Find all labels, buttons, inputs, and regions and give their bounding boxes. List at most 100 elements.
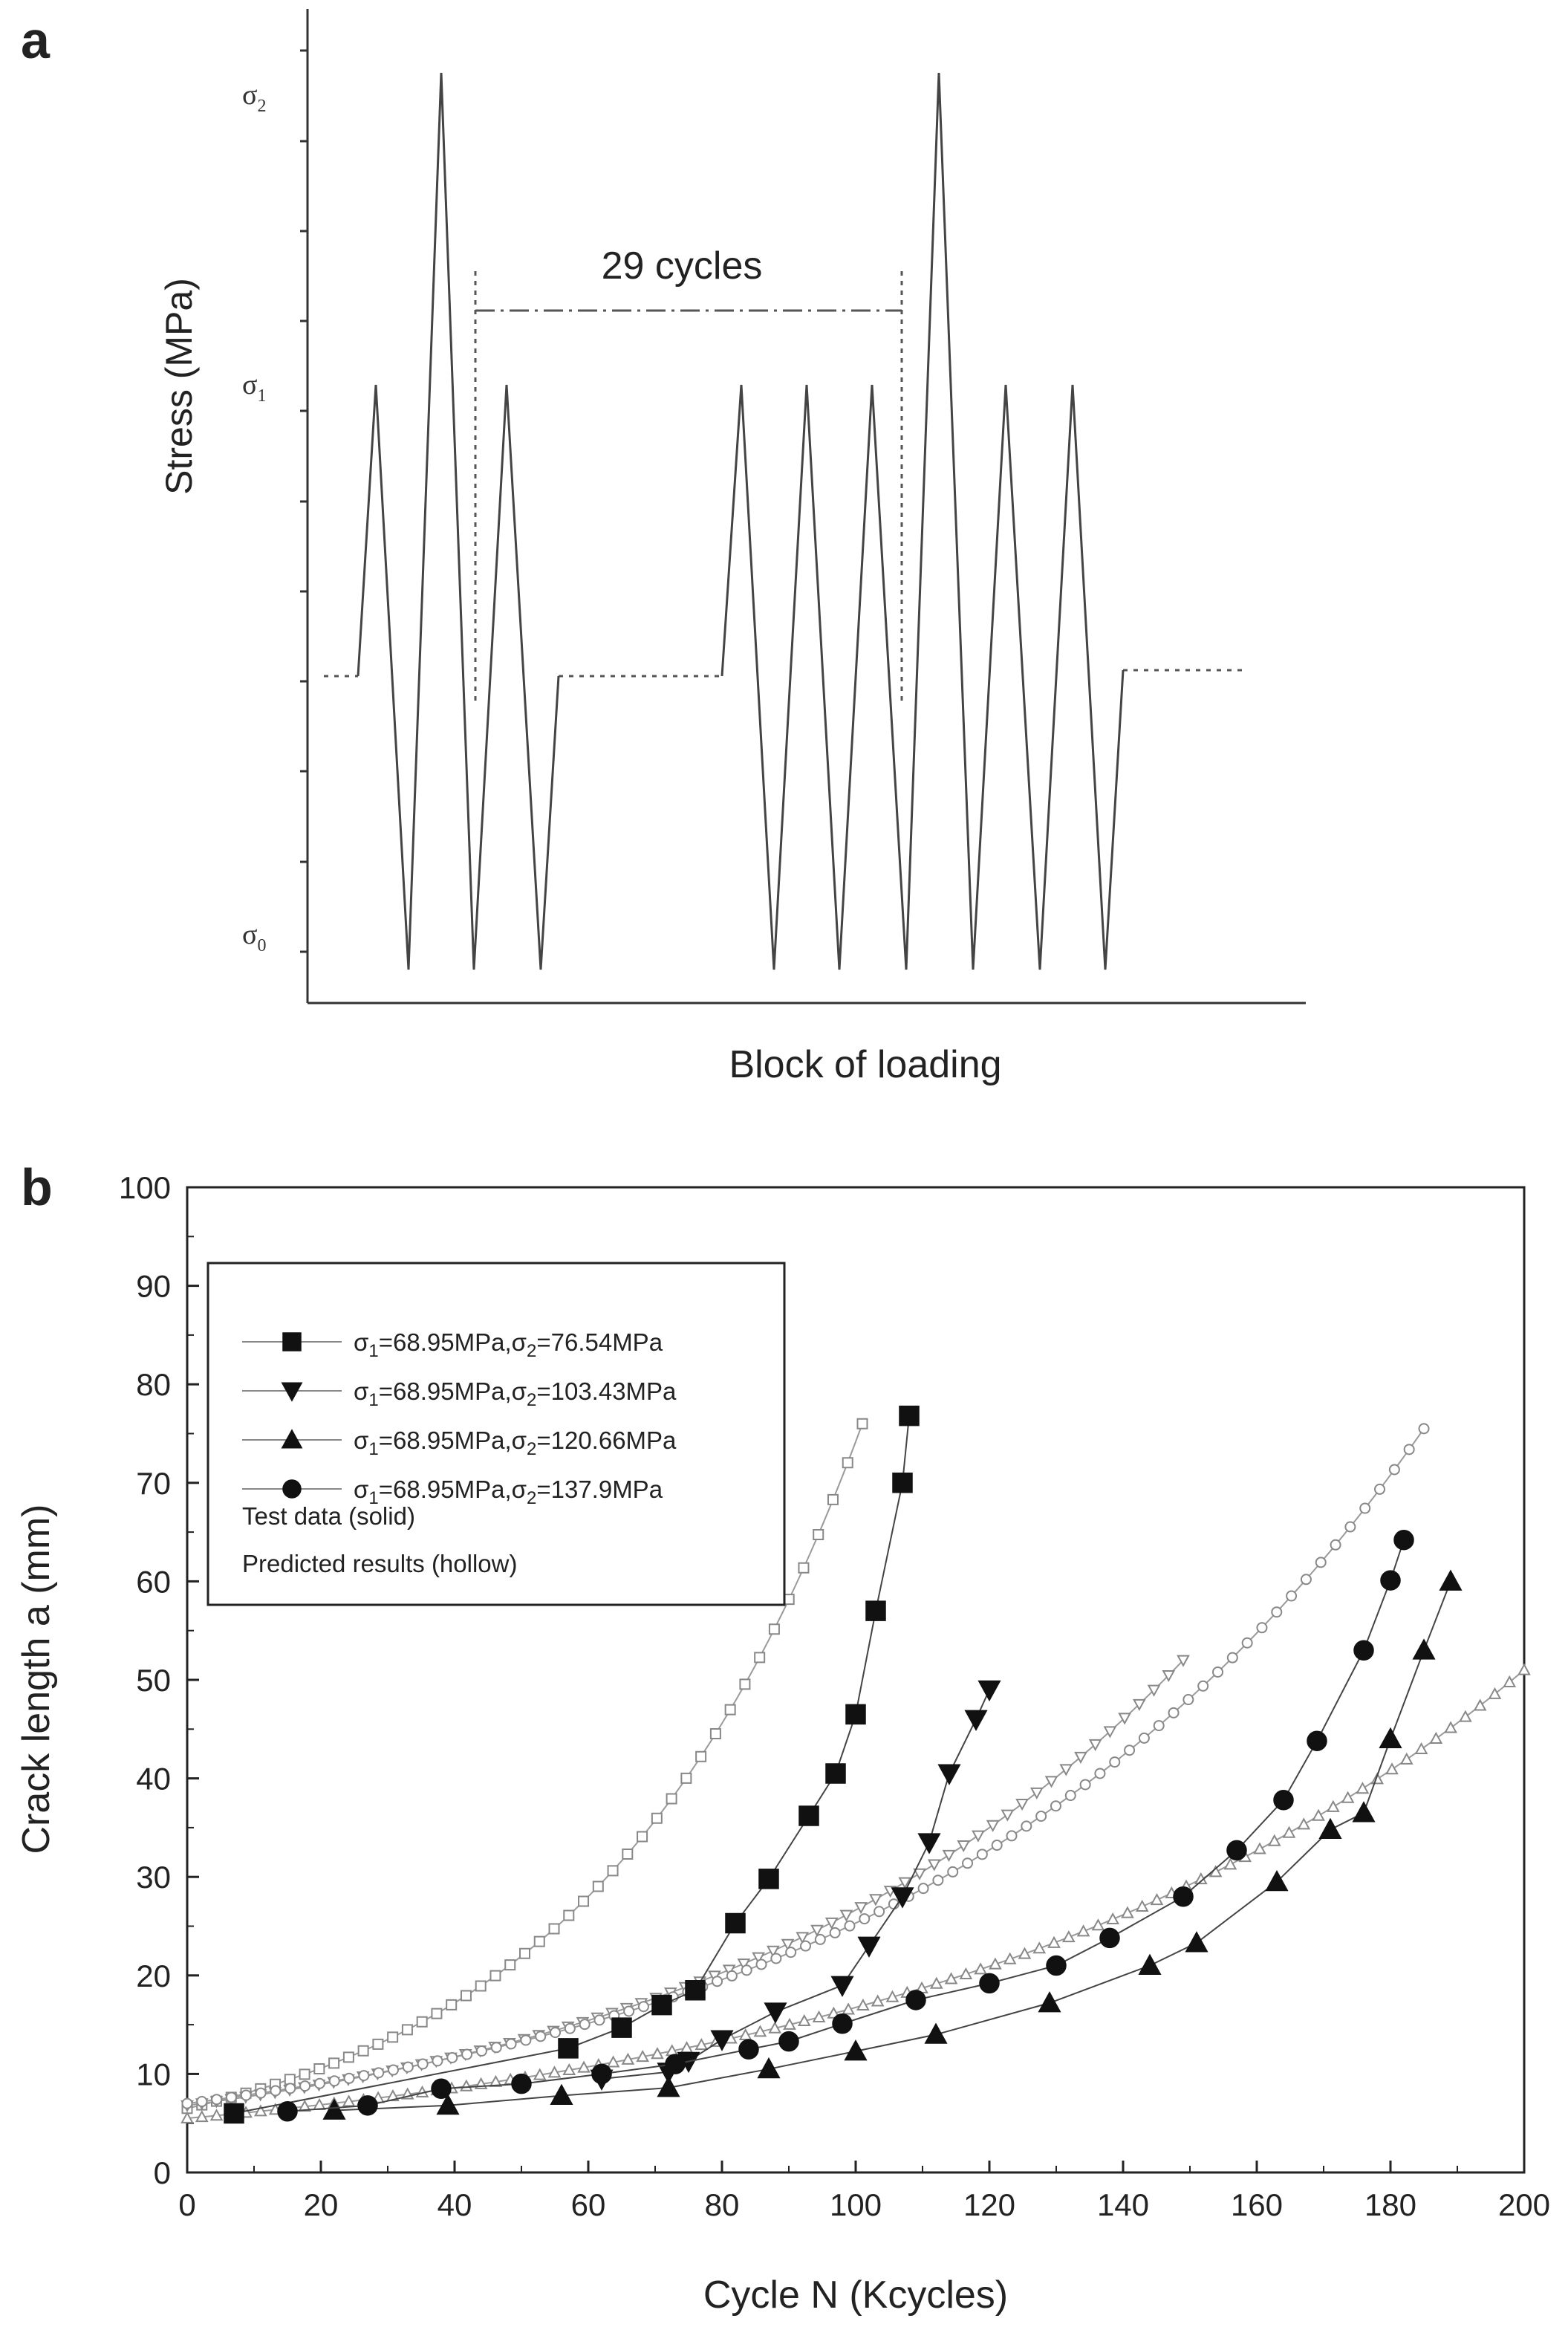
test-point-series-4 [1099, 1927, 1120, 1949]
test-point-series-4 [1273, 1790, 1294, 1811]
predicted-point-series-3 [1253, 1842, 1266, 1854]
test-point-series-4 [1307, 1730, 1327, 1751]
predicted-point-series-4 [181, 2097, 193, 2109]
predicted-point-series-4 [505, 2038, 517, 2050]
y-tick-label-100: 100 [119, 1170, 171, 1205]
predicted-point-series-3 [694, 2038, 709, 2051]
predicted-point-series-4 [550, 2027, 562, 2039]
x-tick-label-80: 80 [705, 2187, 740, 2222]
predicted-point-series-3 [386, 2089, 400, 2102]
test-point-series-3 [550, 2083, 573, 2106]
legend-label-series-2: σ1=68.95MPa,σ2=103.43MPa [354, 1377, 677, 1410]
predicted-point-series-4 [520, 2034, 532, 2046]
y-tick-label-30: 30 [136, 1860, 171, 1895]
predicted-point-series-4 [1006, 1830, 1018, 1842]
predicted-point-series-3 [959, 1967, 973, 1980]
test-point-series-4 [905, 1990, 926, 2010]
predicted-point-series-4 [947, 1866, 959, 1877]
predicted-point-series-3 [1341, 1791, 1355, 1803]
predicted-point-series-4 [741, 1964, 752, 1976]
test-point-series-1 [892, 1473, 913, 1493]
test-point-series-4 [591, 2063, 612, 2085]
predicted-point-series-1 [504, 1959, 516, 1971]
predicted-point-series-3 [1444, 1721, 1457, 1733]
predicted-point-series-2 [824, 1917, 839, 1930]
predicted-point-series-2 [1044, 1776, 1058, 1788]
predicted-point-series-4 [255, 2087, 267, 2099]
y-tick-label-80: 80 [136, 1367, 171, 1402]
predicted-point-series-4 [785, 1947, 797, 1958]
predicted-point-series-2 [942, 1849, 956, 1862]
predicted-point-series-4 [637, 2001, 649, 2013]
test-point-series-2 [937, 1764, 961, 1785]
y-tick-label-60: 60 [136, 1564, 171, 1599]
predicted-point-series-3 [812, 2010, 826, 2022]
predicted-point-series-2 [913, 1868, 926, 1880]
predicted-point-series-1 [768, 1623, 780, 1635]
predicted-point-series-4 [240, 2089, 252, 2101]
predicted-point-series-1 [724, 1704, 736, 1716]
panel-a-load-waveform-block-2 [720, 72, 1125, 970]
test-point-series-2 [977, 1680, 1001, 1702]
predicted-point-series-3 [1121, 1906, 1134, 1918]
predicted-point-series-1 [460, 1990, 472, 2002]
predicted-point-series-1 [827, 1493, 839, 1505]
test-point-series-4 [1173, 1886, 1194, 1907]
x-tick-label-120: 120 [963, 2187, 1015, 2222]
test-point-series-1 [611, 2017, 632, 2038]
predicted-point-series-2 [1059, 1764, 1073, 1776]
test-point-series-4 [431, 2078, 452, 2100]
predicted-point-series-4 [579, 2019, 591, 2031]
predicted-point-series-4 [1344, 1521, 1356, 1533]
predicted-point-series-2 [781, 1938, 795, 1951]
predicted-point-series-4 [1153, 1720, 1165, 1732]
test-point-series-2 [710, 2030, 734, 2051]
predicted-point-series-3 [1032, 1941, 1047, 1954]
panel-a-axes [306, 9, 1306, 1005]
predicted-point-series-3 [842, 2002, 855, 2015]
predicted-point-series-1 [446, 1999, 458, 2010]
panel-b-x-ticks: 0 20 40 60 80 100 120 140 160 180 200 [178, 2161, 1550, 2222]
predicted-point-series-3 [606, 2055, 620, 2068]
predicted-point-series-3 [1312, 1808, 1325, 1821]
test-point-series-4 [1353, 1640, 1374, 1661]
predicted-point-series-3 [1061, 1930, 1076, 1943]
test-point-series-1 [899, 1405, 920, 1427]
test-point-series-1 [845, 1704, 866, 1725]
predicted-point-series-1 [328, 2057, 340, 2069]
predicted-point-series-3 [621, 2052, 635, 2065]
predicted-point-series-3 [533, 2068, 547, 2080]
legend-box [206, 1262, 786, 1606]
test-line-series-3 [334, 1581, 1451, 2112]
predicted-point-series-3 [783, 2017, 796, 2030]
predicted-point-series-2 [1177, 1655, 1190, 1667]
test-point-series-3 [1379, 1727, 1402, 1749]
predicted-point-series-3 [298, 2100, 312, 2112]
predicted-point-series-2 [752, 1952, 765, 1964]
predicted-point-series-2 [839, 1909, 853, 1922]
predicted-point-series-4 [991, 1840, 1003, 1851]
predicted-point-series-1 [622, 1849, 634, 1860]
predicted-point-series-4 [417, 2058, 429, 2070]
predicted-point-series-4 [770, 1953, 782, 1964]
predicted-point-series-4 [712, 1976, 723, 1987]
x-tick-label-180: 180 [1364, 2187, 1416, 2222]
predicted-point-series-4 [225, 2091, 237, 2103]
x-tick-label-100: 100 [830, 2187, 882, 2222]
predicted-point-series-4 [1094, 1768, 1106, 1779]
predicted-point-series-2 [722, 1964, 736, 1977]
predicted-point-series-1 [856, 1418, 868, 1429]
predicted-point-series-1 [342, 2051, 354, 2063]
x-tick-label-60: 60 [571, 2187, 606, 2222]
predicted-point-series-2 [1118, 1713, 1131, 1725]
predicted-point-series-3 [885, 1990, 900, 2002]
predicted-point-series-4 [1212, 1666, 1223, 1678]
test-point-series-3 [1439, 1569, 1463, 1591]
predicted-point-series-3 [1223, 1857, 1237, 1870]
predicted-point-series-2 [810, 1924, 824, 1937]
predicted-point-series-4 [859, 1913, 871, 1925]
legend-marker-series-2 [281, 1382, 303, 1402]
predicted-point-series-1 [754, 1652, 766, 1664]
predicted-point-series-4 [1124, 1745, 1136, 1756]
predicted-point-series-3 [871, 1994, 885, 2007]
